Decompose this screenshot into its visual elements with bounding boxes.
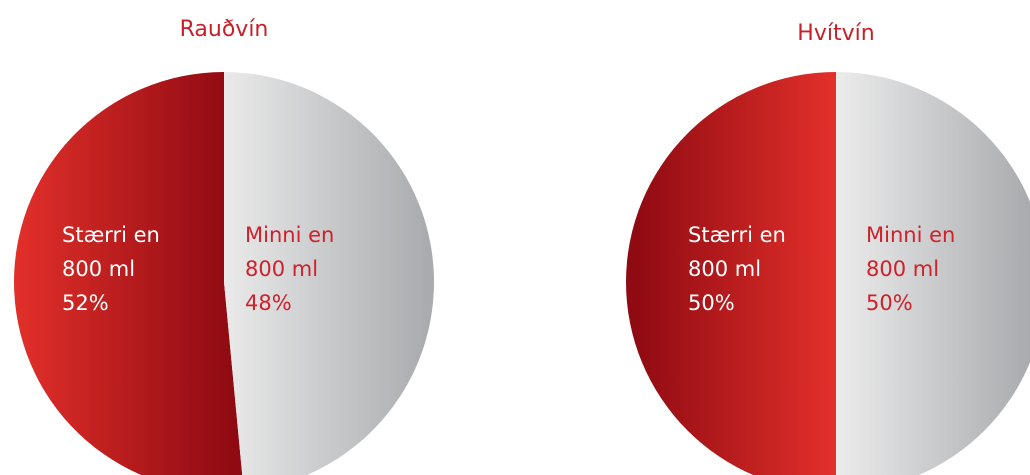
pie-slice-smaller (224, 72, 434, 475)
slice-label-line: Stærri en (62, 223, 160, 247)
slice-label-line: Minni en (866, 223, 955, 247)
slice-label-line: 800 ml (688, 257, 761, 281)
pie-slice-larger (626, 72, 836, 475)
chart-title: Rauðvín (180, 17, 269, 42)
slice-value-label: 48% (245, 291, 292, 315)
pie-slice-larger (14, 72, 243, 475)
slice-label: Stærri en 800 ml 50% (688, 223, 786, 315)
slice-label: Minni en 800 ml 48% (245, 223, 334, 315)
slice-value-label: 50% (688, 291, 735, 315)
pie-chart-hvitvin: Hvítvín Stærri en 800 ml 50% Minni en 800 ml 5… (626, 21, 1030, 475)
slice-label-line: 800 ml (866, 257, 939, 281)
pie-slice-smaller (836, 72, 1030, 475)
slice-label: Minni en 800 ml 50% (866, 223, 955, 315)
slice-label: Stærri en 800 ml 52% (62, 223, 160, 315)
slice-value-label: 52% (62, 291, 109, 315)
slice-label-line: 800 ml (62, 257, 135, 281)
slice-label-line: Minni en (245, 223, 334, 247)
slice-value-label: 50% (866, 291, 913, 315)
slice-label-line: 800 ml (245, 257, 318, 281)
pie-chart-raudvin: Rauðvín Stærri en 800 ml 52% Minni en 800 ml 4… (14, 17, 434, 475)
slice-label-line: Stærri en (688, 223, 786, 247)
chart-title: Hvítvín (797, 21, 874, 46)
